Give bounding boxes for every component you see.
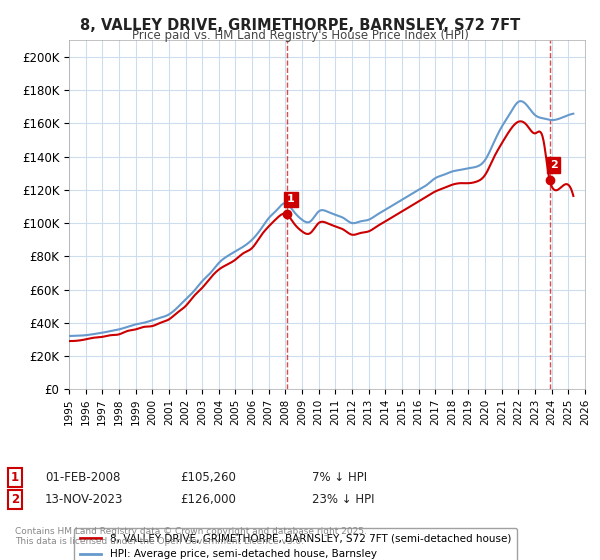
Text: 2: 2 xyxy=(11,493,19,506)
Text: 1: 1 xyxy=(11,470,19,484)
Text: 7% ↓ HPI: 7% ↓ HPI xyxy=(312,470,367,484)
Text: Price paid vs. HM Land Registry's House Price Index (HPI): Price paid vs. HM Land Registry's House … xyxy=(131,29,469,42)
Text: 13-NOV-2023: 13-NOV-2023 xyxy=(45,493,124,506)
Text: 23% ↓ HPI: 23% ↓ HPI xyxy=(312,493,374,506)
Text: 8, VALLEY DRIVE, GRIMETHORPE, BARNSLEY, S72 7FT: 8, VALLEY DRIVE, GRIMETHORPE, BARNSLEY, … xyxy=(80,18,520,33)
Text: 1: 1 xyxy=(287,194,295,204)
Text: Contains HM Land Registry data © Crown copyright and database right 2025.
This d: Contains HM Land Registry data © Crown c… xyxy=(15,526,367,546)
Text: £105,260: £105,260 xyxy=(180,470,236,484)
Text: 2: 2 xyxy=(550,160,557,170)
Legend: 8, VALLEY DRIVE, GRIMETHORPE, BARNSLEY, S72 7FT (semi-detached house), HPI: Aver: 8, VALLEY DRIVE, GRIMETHORPE, BARNSLEY, … xyxy=(74,528,517,560)
Text: £126,000: £126,000 xyxy=(180,493,236,506)
Text: 01-FEB-2008: 01-FEB-2008 xyxy=(45,470,121,484)
